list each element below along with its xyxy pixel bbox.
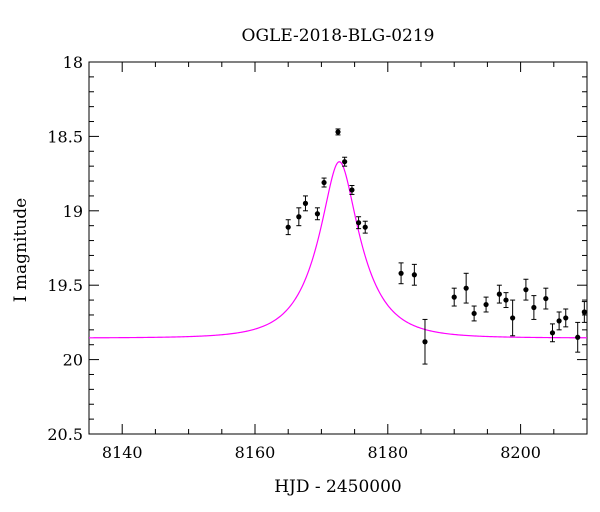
data-point	[575, 334, 581, 340]
y-tick-label: 19	[63, 202, 83, 221]
x-tick-label: 8160	[235, 443, 276, 462]
y-tick-label: 18.5	[47, 127, 83, 146]
data-point	[510, 315, 516, 321]
data-point	[411, 272, 417, 278]
data-point	[563, 315, 569, 321]
data-point	[296, 214, 302, 220]
data-point	[362, 224, 368, 230]
plot-area: 8140 8160 8180 8200 18 18.5 19 19.5 20 20.5	[47, 53, 588, 462]
x-tick-label: 8140	[102, 443, 143, 462]
model-curve	[89, 161, 587, 339]
data-point	[503, 297, 509, 303]
y-axis-label: I magnitude	[11, 198, 31, 302]
data-point	[314, 211, 321, 217]
data-point	[496, 291, 502, 297]
data-point	[523, 287, 529, 293]
data-point	[349, 187, 355, 193]
data-point	[581, 309, 587, 315]
data-point	[321, 179, 327, 186]
x-tick-label: 8200	[500, 443, 541, 462]
plot-frame	[88, 61, 588, 435]
data-point	[543, 295, 549, 302]
data-point	[471, 310, 477, 317]
y-tick-label: 19.5	[47, 276, 83, 295]
data-point	[398, 270, 404, 276]
data-point	[483, 301, 489, 308]
data-point	[463, 285, 469, 291]
data-point	[302, 200, 309, 206]
y-tick-label: 20	[63, 351, 83, 370]
data-point	[422, 339, 428, 345]
x-tick-label: 8180	[367, 443, 408, 462]
data-point	[355, 220, 362, 226]
data-point	[531, 304, 537, 311]
y-tick-label: 18	[63, 53, 83, 72]
data-point	[451, 294, 457, 300]
data-point	[556, 318, 562, 324]
data-point	[549, 330, 556, 336]
data-point	[342, 159, 348, 165]
data-point	[285, 224, 291, 230]
data-point	[335, 129, 341, 135]
x-axis-label: HJD - 2450000	[274, 477, 402, 497]
y-tick-label: 20.5	[47, 425, 83, 444]
chart-title: OGLE-2018-BLG-0219	[242, 26, 435, 46]
